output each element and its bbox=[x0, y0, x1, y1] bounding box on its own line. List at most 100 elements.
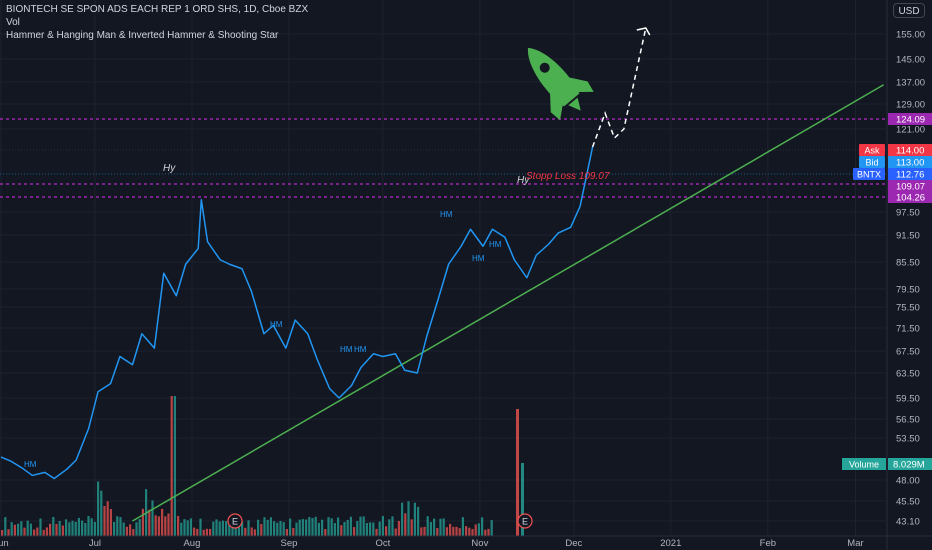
hy-label: Hy bbox=[517, 175, 530, 186]
volume-bar bbox=[116, 516, 119, 536]
volume-bar bbox=[346, 519, 349, 536]
volume-bar bbox=[68, 522, 71, 536]
hy-label: Hy bbox=[163, 163, 176, 174]
volume-bar bbox=[87, 516, 90, 536]
volume-bar bbox=[225, 521, 228, 536]
volume-bar bbox=[138, 519, 141, 536]
volume-bar bbox=[317, 522, 320, 536]
volume-bar bbox=[295, 522, 298, 536]
volume-bar bbox=[148, 509, 151, 536]
volume-bar bbox=[164, 516, 167, 536]
volume-bar bbox=[52, 517, 55, 536]
volume-bar bbox=[423, 526, 426, 536]
volume-bar bbox=[327, 517, 330, 536]
volume-bar bbox=[129, 524, 132, 536]
volume-bar bbox=[372, 522, 375, 536]
y-tick-label: 85.50 bbox=[896, 258, 920, 269]
volume-bar bbox=[65, 519, 68, 536]
volume-bar bbox=[337, 517, 340, 536]
volume-bar bbox=[273, 521, 276, 536]
volume-bar bbox=[452, 526, 455, 536]
hm-label: HM bbox=[354, 345, 367, 354]
volume-bar bbox=[487, 528, 490, 536]
volume-bar bbox=[468, 527, 471, 536]
volume-bar bbox=[381, 516, 384, 536]
volume-bar bbox=[221, 520, 224, 536]
volume-bar bbox=[349, 516, 352, 536]
volume-bar bbox=[106, 501, 109, 536]
volume-bar bbox=[205, 528, 208, 536]
y-tick-label: 63.50 bbox=[896, 369, 920, 380]
volume-bar bbox=[401, 502, 404, 536]
volume-bar bbox=[385, 526, 388, 536]
y-tick-label: 71.50 bbox=[896, 324, 920, 335]
volume-bar bbox=[167, 513, 170, 536]
y-tick-label: 137.00 bbox=[896, 78, 925, 89]
volume-bar bbox=[17, 523, 20, 536]
y-tick-label: 59.50 bbox=[896, 394, 920, 405]
volume-bar bbox=[42, 529, 45, 536]
volume-bar bbox=[305, 519, 308, 536]
volume-bar bbox=[141, 508, 144, 536]
volume-bar bbox=[173, 396, 176, 536]
volume-bar bbox=[177, 515, 180, 536]
volume-bar bbox=[369, 522, 372, 536]
volume-bar bbox=[247, 520, 250, 536]
price-label-value: 109.07 bbox=[896, 182, 925, 193]
y-tick-label: 43.10 bbox=[896, 517, 920, 528]
price-tag-label: BNTX bbox=[857, 170, 881, 180]
hm-label: HM bbox=[440, 210, 453, 219]
volume-bar bbox=[122, 522, 125, 536]
volume-bar bbox=[458, 528, 461, 536]
volume-bar bbox=[209, 528, 212, 536]
volume-bar bbox=[311, 518, 314, 536]
y-tick-label: 79.50 bbox=[896, 285, 920, 296]
volume-bar bbox=[74, 521, 77, 536]
volume-bar bbox=[324, 529, 327, 536]
volume-bar bbox=[404, 513, 407, 536]
volume-bar bbox=[253, 529, 256, 536]
volume-bar bbox=[215, 519, 218, 536]
volume-bar bbox=[481, 517, 484, 536]
price-tag-label: Bid bbox=[865, 158, 878, 168]
rocket-icon bbox=[527, 47, 594, 121]
volume-bar bbox=[180, 522, 183, 536]
volume-bar bbox=[445, 527, 448, 536]
projection-line bbox=[591, 27, 647, 148]
currency-button[interactable]: USD bbox=[893, 3, 925, 18]
volume-bar bbox=[13, 524, 16, 536]
volume-bar bbox=[97, 481, 100, 536]
volume-bar bbox=[250, 527, 253, 536]
volume-bar bbox=[436, 527, 439, 536]
volume-bar bbox=[449, 523, 452, 536]
price-label-value: 114.00 bbox=[896, 146, 924, 157]
volume-bar bbox=[39, 518, 42, 536]
volume-bar bbox=[93, 521, 96, 536]
volume-bar bbox=[298, 519, 301, 536]
volume-bar bbox=[442, 518, 445, 536]
y-tick-label: 121.00 bbox=[896, 125, 925, 136]
volume-bar bbox=[157, 516, 160, 536]
projection-arrow bbox=[636, 27, 651, 36]
volume-bar bbox=[490, 520, 493, 536]
volume-bar bbox=[1, 530, 4, 536]
x-tick-label: 2021 bbox=[660, 538, 681, 549]
volume-bar bbox=[516, 409, 519, 536]
volume-bar bbox=[269, 517, 272, 536]
volume-bar bbox=[407, 501, 410, 536]
volume-bar bbox=[4, 517, 7, 536]
price-line bbox=[0, 146, 594, 480]
volume-bar bbox=[365, 522, 368, 536]
y-tick-label: 67.50 bbox=[896, 347, 920, 358]
earnings-event-icon bbox=[517, 513, 533, 529]
y-tick-label: 56.50 bbox=[896, 415, 920, 426]
y-tick-label: 129.00 bbox=[896, 100, 925, 111]
volume-bar bbox=[7, 529, 10, 536]
volume-bar bbox=[333, 523, 336, 536]
volume-bar bbox=[218, 521, 221, 536]
x-tick-label: Jul bbox=[89, 538, 101, 549]
x-tick-label: Feb bbox=[760, 538, 776, 549]
price-label-bg bbox=[888, 180, 932, 192]
